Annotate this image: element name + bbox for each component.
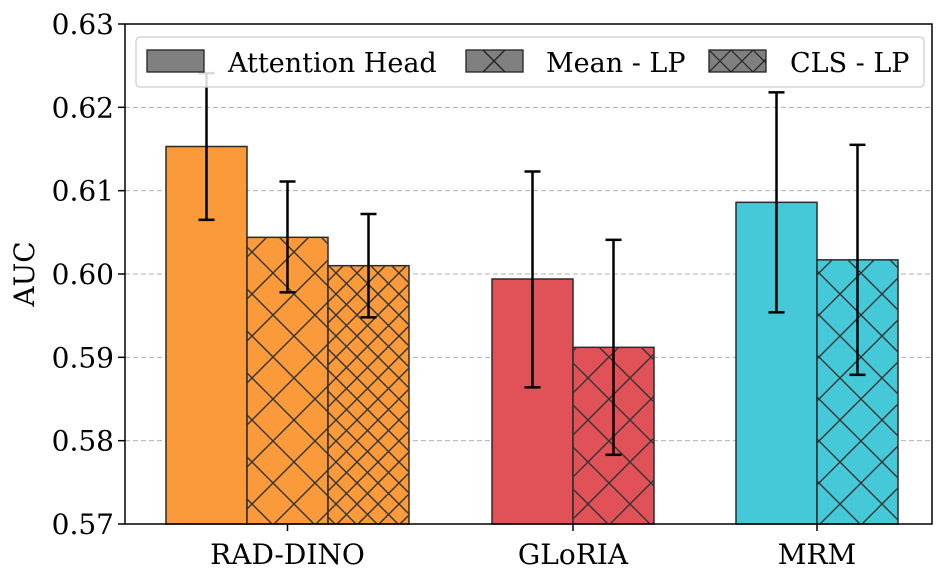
- bars: [165, 145, 899, 525]
- legend-hatch-mean-lp: [482, 49, 506, 73]
- x-axis: RAD-DINO GLoRIA MRM: [210, 524, 856, 571]
- y-axis-label: AUC: [8, 241, 41, 307]
- legend-swatch-cls-lp: [708, 49, 767, 73]
- x-tick-label-rad-dino: RAD-DINO: [210, 538, 365, 571]
- y-axis: 0.57 0.58 0.59 0.60 0.61 0.62 0.63: [52, 8, 125, 541]
- y-tick-label: 0.58: [52, 425, 114, 458]
- y-tick-label: 0.62: [52, 91, 114, 124]
- y-tick-label: 0.59: [52, 341, 114, 374]
- y-tick-label: 0.57: [52, 508, 114, 541]
- legend-label-attention-head: Attention Head: [227, 48, 437, 79]
- legend: Attention Head Mean - LP CLS - LP: [135, 36, 925, 88]
- x-tick-label-gloria: GLoRIA: [518, 538, 629, 571]
- legend-hatch-cls-lp: [708, 49, 767, 73]
- y-tick-label: 0.61: [52, 175, 114, 208]
- y-tick-label: 0.60: [52, 258, 114, 291]
- legend-swatch-attention-head: [146, 49, 205, 73]
- y-tick-label: 0.63: [52, 8, 114, 41]
- legend-label-mean-lp: Mean - LP: [546, 48, 686, 79]
- legend-label-cls-lp: CLS - LP: [790, 48, 909, 79]
- x-tick-label-mrm: MRM: [778, 538, 856, 571]
